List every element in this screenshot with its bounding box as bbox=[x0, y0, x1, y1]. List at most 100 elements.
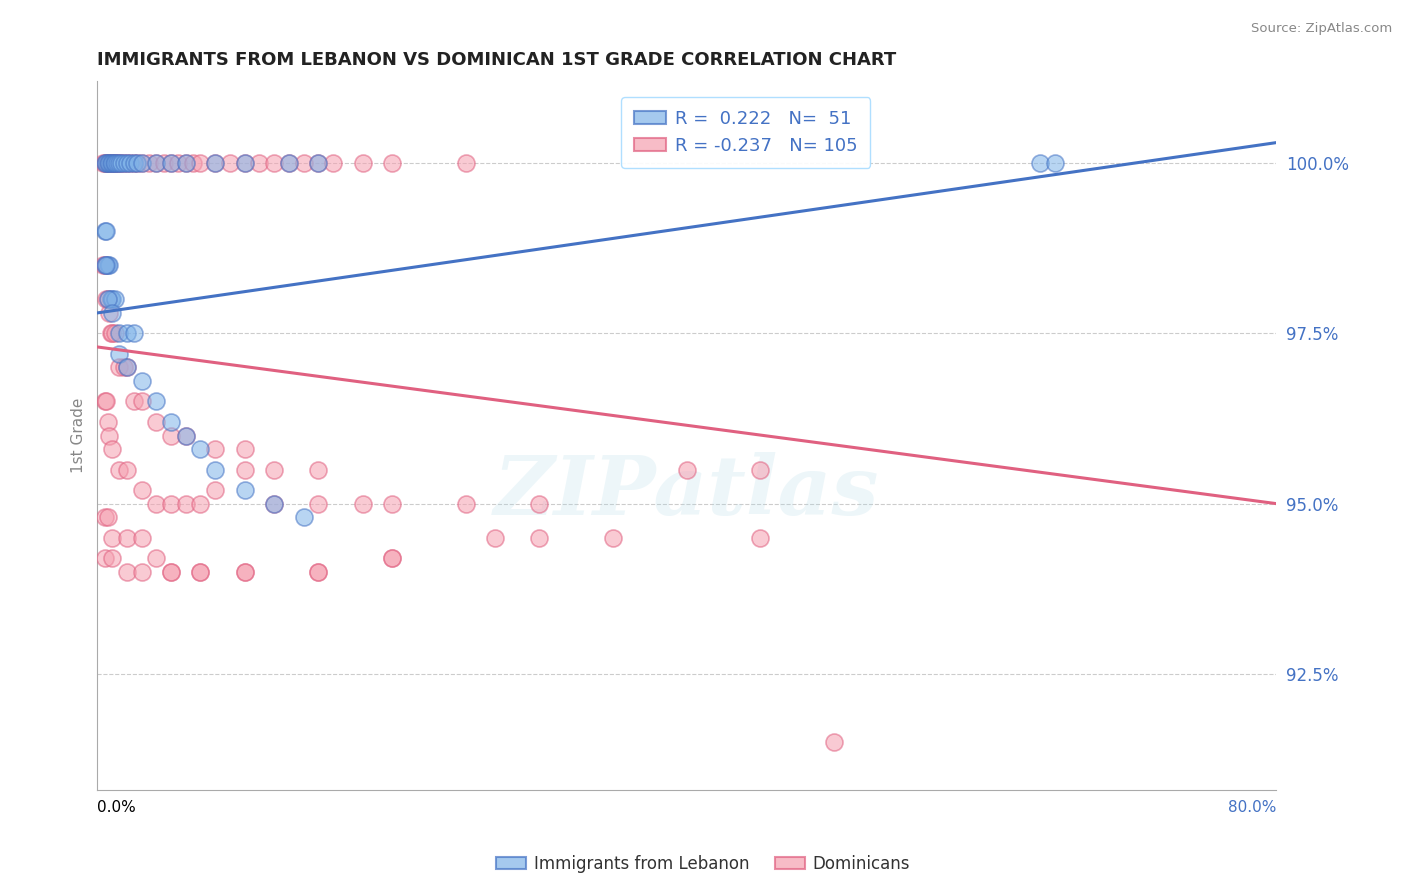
Point bbox=[127, 156, 149, 170]
Point bbox=[122, 156, 145, 170]
Point bbox=[233, 462, 256, 476]
Point bbox=[484, 531, 506, 545]
Point bbox=[174, 156, 197, 170]
Point bbox=[98, 156, 121, 170]
Point bbox=[101, 326, 124, 341]
Point bbox=[97, 510, 120, 524]
Legend: R =  0.222   N=  51, R = -0.237   N= 105: R = 0.222 N= 51, R = -0.237 N= 105 bbox=[621, 97, 870, 168]
Text: 80.0%: 80.0% bbox=[1227, 800, 1277, 815]
Text: ZIPatlas: ZIPatlas bbox=[494, 452, 880, 533]
Point bbox=[96, 156, 118, 170]
Point bbox=[352, 156, 374, 170]
Y-axis label: 1st Grade: 1st Grade bbox=[72, 398, 86, 473]
Point bbox=[167, 156, 190, 170]
Point bbox=[160, 156, 183, 170]
Point bbox=[277, 156, 299, 170]
Point bbox=[101, 293, 124, 307]
Point bbox=[160, 497, 183, 511]
Point bbox=[145, 156, 167, 170]
Point bbox=[233, 442, 256, 456]
Point bbox=[190, 442, 212, 456]
Point bbox=[115, 565, 138, 579]
Point bbox=[174, 156, 197, 170]
Point bbox=[93, 156, 115, 170]
Point bbox=[160, 415, 183, 429]
Point bbox=[108, 326, 131, 341]
Point bbox=[174, 428, 197, 442]
Point bbox=[96, 394, 118, 409]
Point bbox=[381, 551, 404, 566]
Point bbox=[749, 531, 772, 545]
Point bbox=[118, 156, 141, 170]
Point bbox=[98, 306, 121, 320]
Point bbox=[190, 565, 212, 579]
Point bbox=[131, 156, 153, 170]
Point bbox=[174, 497, 197, 511]
Point bbox=[97, 258, 120, 272]
Point bbox=[454, 497, 477, 511]
Point bbox=[122, 326, 145, 341]
Point bbox=[307, 497, 329, 511]
Point bbox=[101, 306, 124, 320]
Point bbox=[204, 442, 226, 456]
Point bbox=[97, 293, 120, 307]
Point bbox=[96, 156, 118, 170]
Point bbox=[160, 428, 183, 442]
Point bbox=[105, 156, 128, 170]
Point bbox=[675, 462, 697, 476]
Point bbox=[112, 156, 135, 170]
Text: 0.0%: 0.0% bbox=[97, 800, 136, 815]
Point bbox=[101, 156, 124, 170]
Point bbox=[115, 156, 138, 170]
Point bbox=[381, 156, 404, 170]
Point bbox=[115, 462, 138, 476]
Point bbox=[104, 156, 127, 170]
Point bbox=[105, 156, 128, 170]
Point bbox=[233, 156, 256, 170]
Point bbox=[263, 497, 285, 511]
Point bbox=[292, 156, 315, 170]
Point bbox=[93, 510, 115, 524]
Point bbox=[118, 156, 141, 170]
Point bbox=[93, 258, 115, 272]
Point bbox=[352, 497, 374, 511]
Point bbox=[233, 565, 256, 579]
Point bbox=[127, 156, 149, 170]
Point bbox=[104, 293, 127, 307]
Point bbox=[749, 462, 772, 476]
Point bbox=[101, 531, 124, 545]
Point bbox=[204, 483, 226, 497]
Point bbox=[160, 565, 183, 579]
Point bbox=[131, 483, 153, 497]
Point bbox=[100, 326, 122, 341]
Point bbox=[93, 394, 115, 409]
Point bbox=[174, 428, 197, 442]
Point bbox=[307, 565, 329, 579]
Point bbox=[97, 293, 120, 307]
Point bbox=[145, 551, 167, 566]
Point bbox=[263, 462, 285, 476]
Point bbox=[454, 156, 477, 170]
Point bbox=[110, 156, 132, 170]
Point bbox=[307, 565, 329, 579]
Point bbox=[160, 565, 183, 579]
Point bbox=[101, 551, 124, 566]
Point bbox=[108, 462, 131, 476]
Point bbox=[101, 442, 124, 456]
Point bbox=[233, 156, 256, 170]
Point bbox=[131, 565, 153, 579]
Point bbox=[101, 156, 124, 170]
Point bbox=[249, 156, 271, 170]
Point bbox=[122, 156, 145, 170]
Point bbox=[145, 415, 167, 429]
Point bbox=[115, 156, 138, 170]
Point bbox=[91, 156, 114, 170]
Point bbox=[307, 156, 329, 170]
Point bbox=[204, 462, 226, 476]
Point bbox=[115, 326, 138, 341]
Point bbox=[98, 258, 121, 272]
Point bbox=[112, 360, 135, 375]
Point bbox=[98, 156, 121, 170]
Point bbox=[131, 531, 153, 545]
Point bbox=[103, 156, 125, 170]
